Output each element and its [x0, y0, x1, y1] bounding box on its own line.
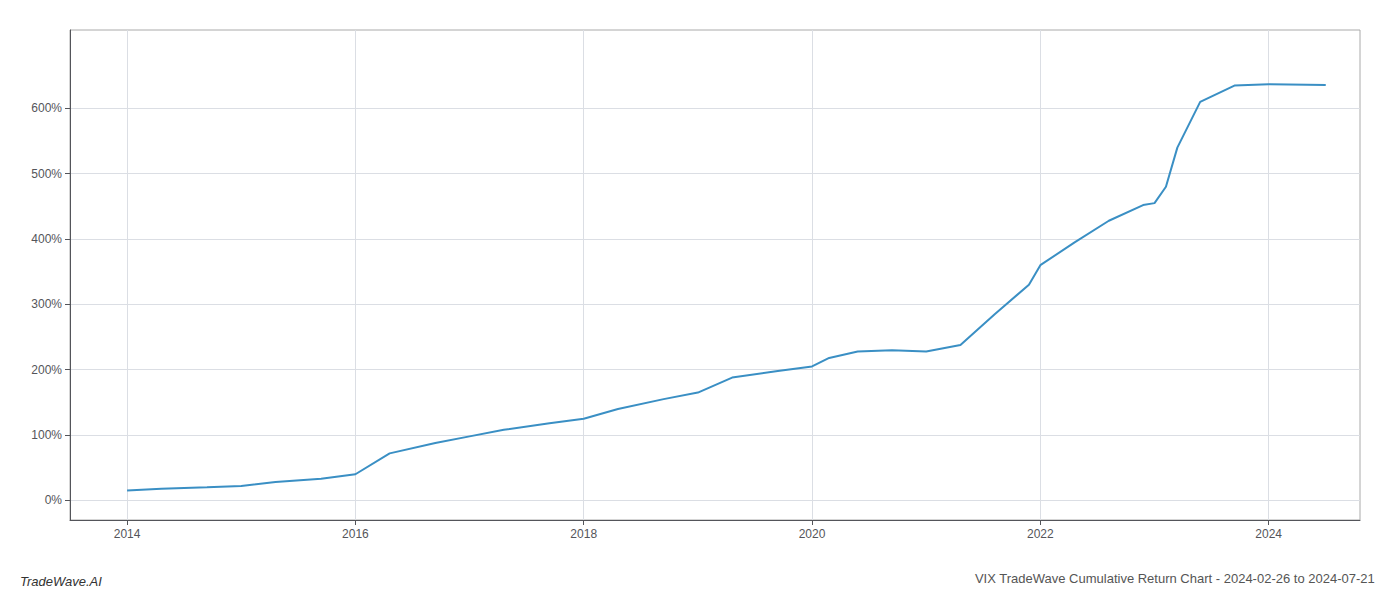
svg-text:200%: 200%: [31, 363, 62, 377]
svg-text:TradeWave.AI: TradeWave.AI: [20, 574, 102, 589]
svg-text:2022: 2022: [1027, 527, 1054, 541]
svg-text:VIX TradeWave Cumulative Retur: VIX TradeWave Cumulative Return Chart - …: [975, 571, 1375, 586]
svg-text:300%: 300%: [31, 297, 62, 311]
svg-text:2018: 2018: [570, 527, 597, 541]
svg-text:600%: 600%: [31, 101, 62, 115]
svg-text:2016: 2016: [342, 527, 369, 541]
svg-text:0%: 0%: [45, 493, 63, 507]
svg-text:2020: 2020: [799, 527, 826, 541]
svg-text:2024: 2024: [1255, 527, 1282, 541]
svg-text:100%: 100%: [31, 428, 62, 442]
svg-text:500%: 500%: [31, 167, 62, 181]
svg-text:2014: 2014: [114, 527, 141, 541]
svg-text:400%: 400%: [31, 232, 62, 246]
